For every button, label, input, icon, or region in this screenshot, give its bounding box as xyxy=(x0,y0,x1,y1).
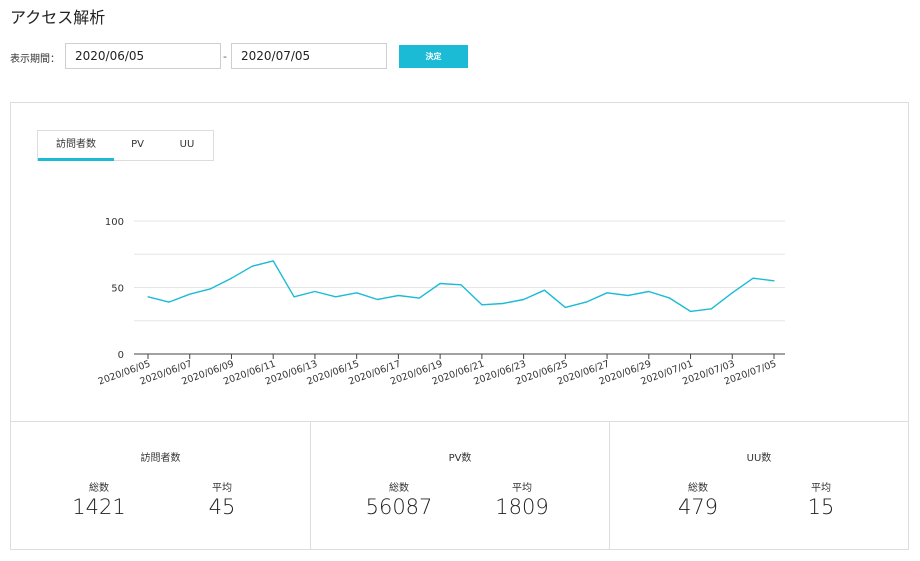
stat-total-value: 1421 xyxy=(72,495,126,519)
stat-average-value: 1809 xyxy=(495,495,549,519)
data-point xyxy=(168,301,170,303)
data-point xyxy=(418,297,420,299)
stat-pv: PV数 総数 56087 平均 1809 xyxy=(310,422,609,550)
stat-visitors: 訪問者数 総数 1421 平均 45 xyxy=(11,422,310,550)
data-point xyxy=(773,280,775,282)
stat-average-value: 45 xyxy=(208,495,236,519)
stat-total-label: 総数 xyxy=(389,483,409,494)
page-title: アクセス解析 xyxy=(10,8,106,27)
stat-average-label: 平均 xyxy=(212,483,232,494)
metric-tabs: 訪問者数 PV UU xyxy=(37,130,214,161)
stat-total: 総数 1421 xyxy=(39,479,159,519)
data-point xyxy=(189,293,191,295)
y-tick-label: 0 xyxy=(118,350,124,361)
data-point xyxy=(585,301,587,303)
data-point xyxy=(439,282,441,285)
data-point xyxy=(147,296,149,298)
stat-average-label: 平均 xyxy=(811,483,831,494)
data-point xyxy=(502,302,504,305)
data-point xyxy=(230,277,233,279)
data-point xyxy=(648,290,650,293)
data-point xyxy=(272,260,274,262)
stat-title: UU数 xyxy=(746,453,772,464)
data-point xyxy=(314,290,316,293)
end-date-input[interactable] xyxy=(231,43,387,69)
period-label: 表示期間： xyxy=(10,54,60,65)
stat-average-value: 15 xyxy=(807,495,835,519)
data-point xyxy=(564,306,566,309)
data-point xyxy=(752,277,754,279)
stats-row: 訪問者数 総数 1421 平均 45 PV数 総数 56087 平均 1809 … xyxy=(11,421,908,550)
date-separator: - xyxy=(223,50,227,63)
data-point xyxy=(481,304,483,306)
stat-average: 平均 1809 xyxy=(462,479,582,519)
data-point xyxy=(356,292,358,294)
stat-average: 平均 15 xyxy=(761,479,881,519)
start-date-input[interactable] xyxy=(65,43,221,69)
stat-total: 総数 56087 xyxy=(339,479,459,519)
stat-total: 総数 479 xyxy=(638,479,758,519)
data-point xyxy=(689,310,692,313)
data-point xyxy=(606,292,608,294)
data-point xyxy=(731,292,733,294)
tab-uu[interactable]: UU xyxy=(179,139,195,150)
data-point xyxy=(397,294,399,297)
data-point xyxy=(523,298,525,301)
stat-average-label: 平均 xyxy=(512,483,532,494)
stat-total-label: 総数 xyxy=(688,483,708,494)
y-tick-label: 50 xyxy=(111,284,124,295)
data-point xyxy=(710,308,713,310)
data-point xyxy=(543,289,546,291)
stat-title: 訪問者数 xyxy=(140,453,181,464)
stat-total-value: 479 xyxy=(677,495,719,519)
stat-total-label: 総数 xyxy=(89,483,109,494)
data-point xyxy=(669,297,671,299)
data-point xyxy=(335,296,337,298)
series-line xyxy=(147,260,775,313)
visitors-line-chart: 0501002020/06/052020/06/072020/06/092020… xyxy=(97,217,785,388)
stat-total-value: 56087 xyxy=(365,495,433,519)
data-point xyxy=(460,284,462,286)
submit-button[interactable]: 決定 xyxy=(399,45,468,68)
tab-visitors[interactable]: 訪問者数 xyxy=(38,131,114,161)
data-point xyxy=(376,298,379,301)
stat-uu: UU数 総数 479 平均 15 xyxy=(609,422,908,550)
analytics-panel: 訪問者数 PV UU 0 50 100 2020/06/05 2020/06/07 202… xyxy=(10,102,909,550)
stat-title: PV数 xyxy=(448,453,472,464)
data-point xyxy=(210,288,212,290)
data-point xyxy=(627,294,629,297)
y-tick-label: 100 xyxy=(105,217,124,228)
data-point xyxy=(293,296,295,298)
data-point xyxy=(251,265,253,267)
tab-pv[interactable]: PV xyxy=(131,139,144,150)
stat-average: 平均 45 xyxy=(162,479,282,519)
